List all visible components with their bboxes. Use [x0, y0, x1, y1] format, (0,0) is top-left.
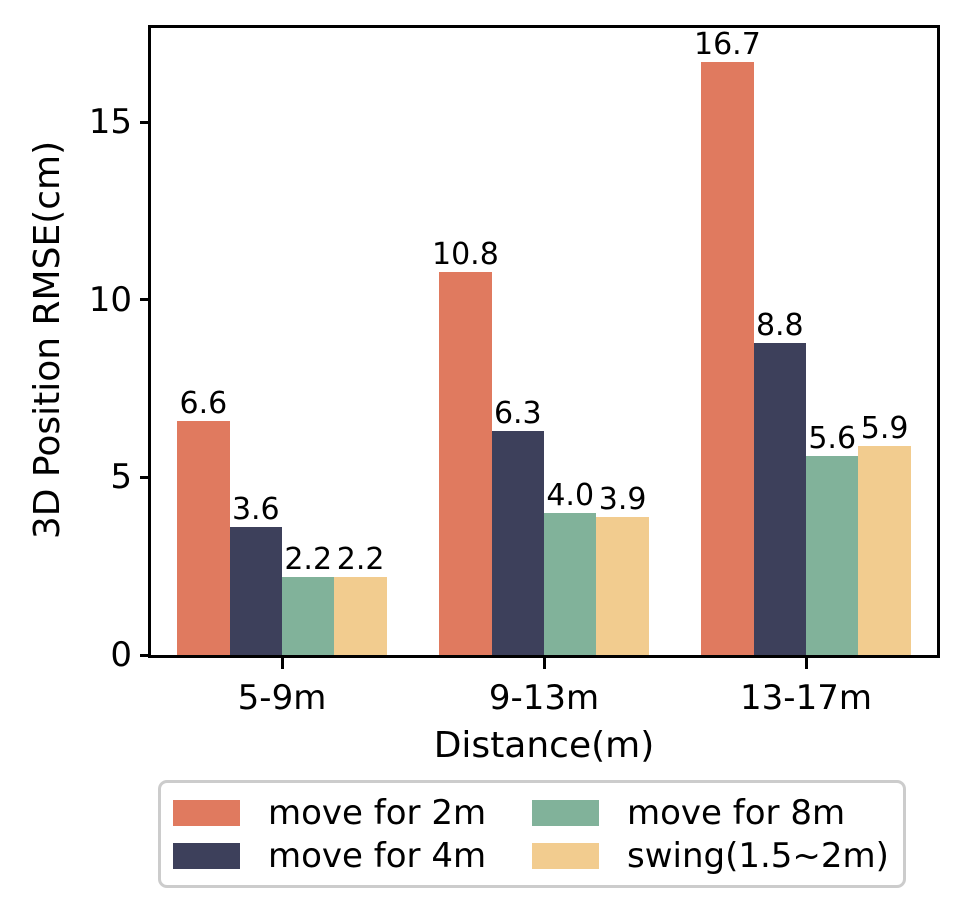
legend: move for 2m move for 4m move for 8m swin…: [158, 780, 906, 888]
bar-value-label: 10.8: [431, 236, 499, 272]
bar-5-9m-move-for-4m: [229, 527, 282, 655]
bar-value-label: 6.3: [493, 396, 542, 432]
bar-value-label: 3.6: [231, 492, 280, 528]
bar-5-9m-swing-1-5-2m-: [334, 576, 387, 655]
bar-9-13m-move-for-4m: [491, 431, 544, 655]
legend-label-swing: swing(1.5~2m): [627, 835, 889, 876]
y-tick-mark: [140, 653, 151, 657]
y-tick-label: 5: [110, 457, 132, 498]
legend-label-move-for-4m: move for 4m: [268, 835, 487, 876]
legend-swatch-swing: [532, 842, 599, 869]
legend-item-move-for-4m: move for 4m: [173, 834, 532, 877]
y-tick-mark: [140, 475, 151, 479]
x-tick-label-9-13m: 9-13m: [488, 678, 600, 718]
x-tick-mark: [280, 658, 284, 669]
bar-5-9m-move-for-8m: [282, 576, 335, 655]
x-tick-mark: [804, 658, 808, 669]
y-tick-label: 0: [110, 635, 132, 675]
plot-area: 6.6 10.8 16.7 3.6 6.3 8.8 2.2 4.0 5.6 2.2 3.9 5.9: [148, 25, 940, 658]
bar-13-17m-move-for-2m: [701, 62, 754, 655]
y-tick-label: 15: [88, 102, 132, 143]
x-tick-label-13-17m: 13-17m: [740, 678, 872, 718]
bar-5-9m-move-for-2m: [177, 420, 230, 655]
y-tick-mark: [140, 120, 151, 124]
bar-value-label: 5.6: [808, 421, 857, 457]
bar-13-17m-move-for-8m: [806, 456, 859, 655]
legend-item-swing: swing(1.5~2m): [532, 834, 891, 877]
bar-13-17m-move-for-4m: [753, 342, 806, 655]
bar-value-label: 8.8: [755, 307, 804, 343]
bar-13-17m-swing-1-5-2m-: [858, 445, 911, 655]
legend-label-move-for-8m: move for 8m: [627, 792, 846, 833]
bar-value-label: 3.9: [598, 481, 647, 517]
bar-9-13m-move-for-8m: [544, 512, 597, 655]
bar-value-label: 6.6: [179, 385, 228, 421]
bar-value-label: 2.2: [336, 541, 385, 577]
legend-label-move-for-2m: move for 2m: [268, 792, 487, 833]
bar-value-label: 5.9: [860, 410, 909, 446]
x-axis-title: Distance(m): [433, 725, 655, 766]
x-tick-mark: [542, 658, 546, 669]
legend-swatch-move-for-2m: [173, 799, 240, 826]
bar-value-label: 4.0: [546, 477, 595, 513]
bar-9-13m-move-for-2m: [439, 271, 492, 655]
legend-swatch-move-for-8m: [532, 799, 599, 826]
bar-value-label: 2.2: [284, 541, 333, 577]
bar-value-label: 16.7: [693, 27, 761, 63]
bar-9-13m-swing-1-5-2m-: [596, 516, 649, 655]
legend-item-move-for-2m: move for 2m: [173, 791, 532, 834]
y-tick-label: 10: [88, 279, 132, 320]
legend-swatch-move-for-4m: [173, 842, 240, 869]
y-tick-mark: [140, 298, 151, 302]
x-tick-label-5-9m: 5-9m: [237, 678, 327, 718]
legend-item-move-for-8m: move for 8m: [532, 791, 891, 834]
